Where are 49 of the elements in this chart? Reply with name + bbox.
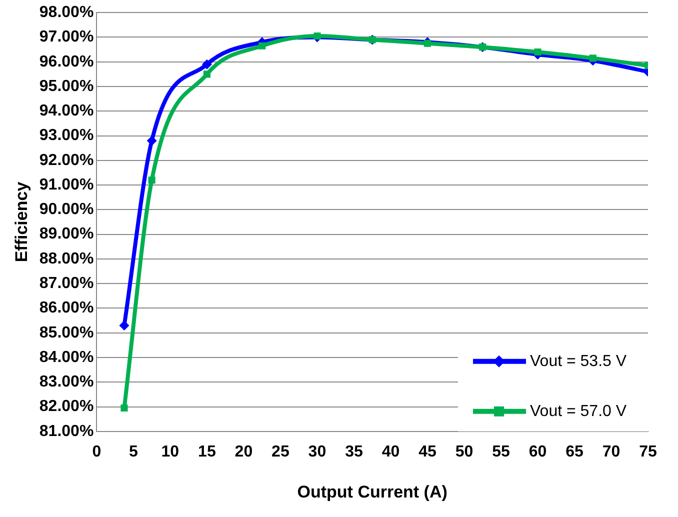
x-tick-label: 55 [492,443,510,460]
x-tick-label: 65 [566,443,584,460]
y-tick-label: 97.00% [39,28,94,46]
y-tick-label: 94.00% [39,102,94,120]
y-tick-label: 89.00% [39,226,94,243]
y-tick-label: 86.00% [39,300,94,317]
y-tick-label: 82.00% [39,398,94,416]
x-tick-label: 10 [161,443,180,460]
y-axis-title: Efficiency [12,181,31,262]
x-tick-label: 30 [308,443,326,460]
x-tick-label: 40 [382,443,400,460]
y-tick-label: 84.00% [39,348,94,366]
x-tick-label: 50 [455,443,474,460]
point [424,40,431,47]
y-tick-label: 98.00% [39,4,94,22]
point [534,48,542,56]
x-axis-title: Output Current (A) [297,482,448,502]
point [589,54,596,62]
point [314,32,321,40]
y-tick-label: 91.00% [39,176,94,194]
y-tick-label: 81.00% [39,422,94,440]
y-tick-label: 93.00% [39,127,94,144]
x-tick-label: 0 [92,443,102,460]
x-tick-label: 60 [528,443,547,460]
x-tick-label: 75 [639,443,657,460]
point [203,70,210,78]
x-tick-label: 20 [234,443,253,460]
x-tick-label: 5 [128,443,138,460]
y-tick-label: 88.00% [39,250,94,268]
y-tick-label: 95.00% [39,78,94,95]
x-tick-label: 25 [272,443,290,460]
point [119,320,130,330]
y-tick-label: 85.00% [39,324,94,342]
point [120,404,128,412]
y-tick-label: 83.00% [39,374,94,391]
point [258,42,266,50]
legend-label: Vout = 57.0 V [530,402,627,420]
x-tick-label: 70 [602,443,620,460]
y-tick-label: 96.00% [39,53,94,70]
legend-label: Vout = 53.5 V [530,352,627,370]
x-tick-label: 35 [345,443,363,460]
y-tick-label: 90.00% [39,201,94,218]
x-tick-label: 45 [418,443,436,460]
y-tick-label: 92.00% [39,152,94,169]
y-tick-label: 87.00% [39,274,94,292]
point [148,176,156,184]
point [146,136,157,146]
point [202,59,212,70]
x-tick-label: 15 [198,443,216,460]
